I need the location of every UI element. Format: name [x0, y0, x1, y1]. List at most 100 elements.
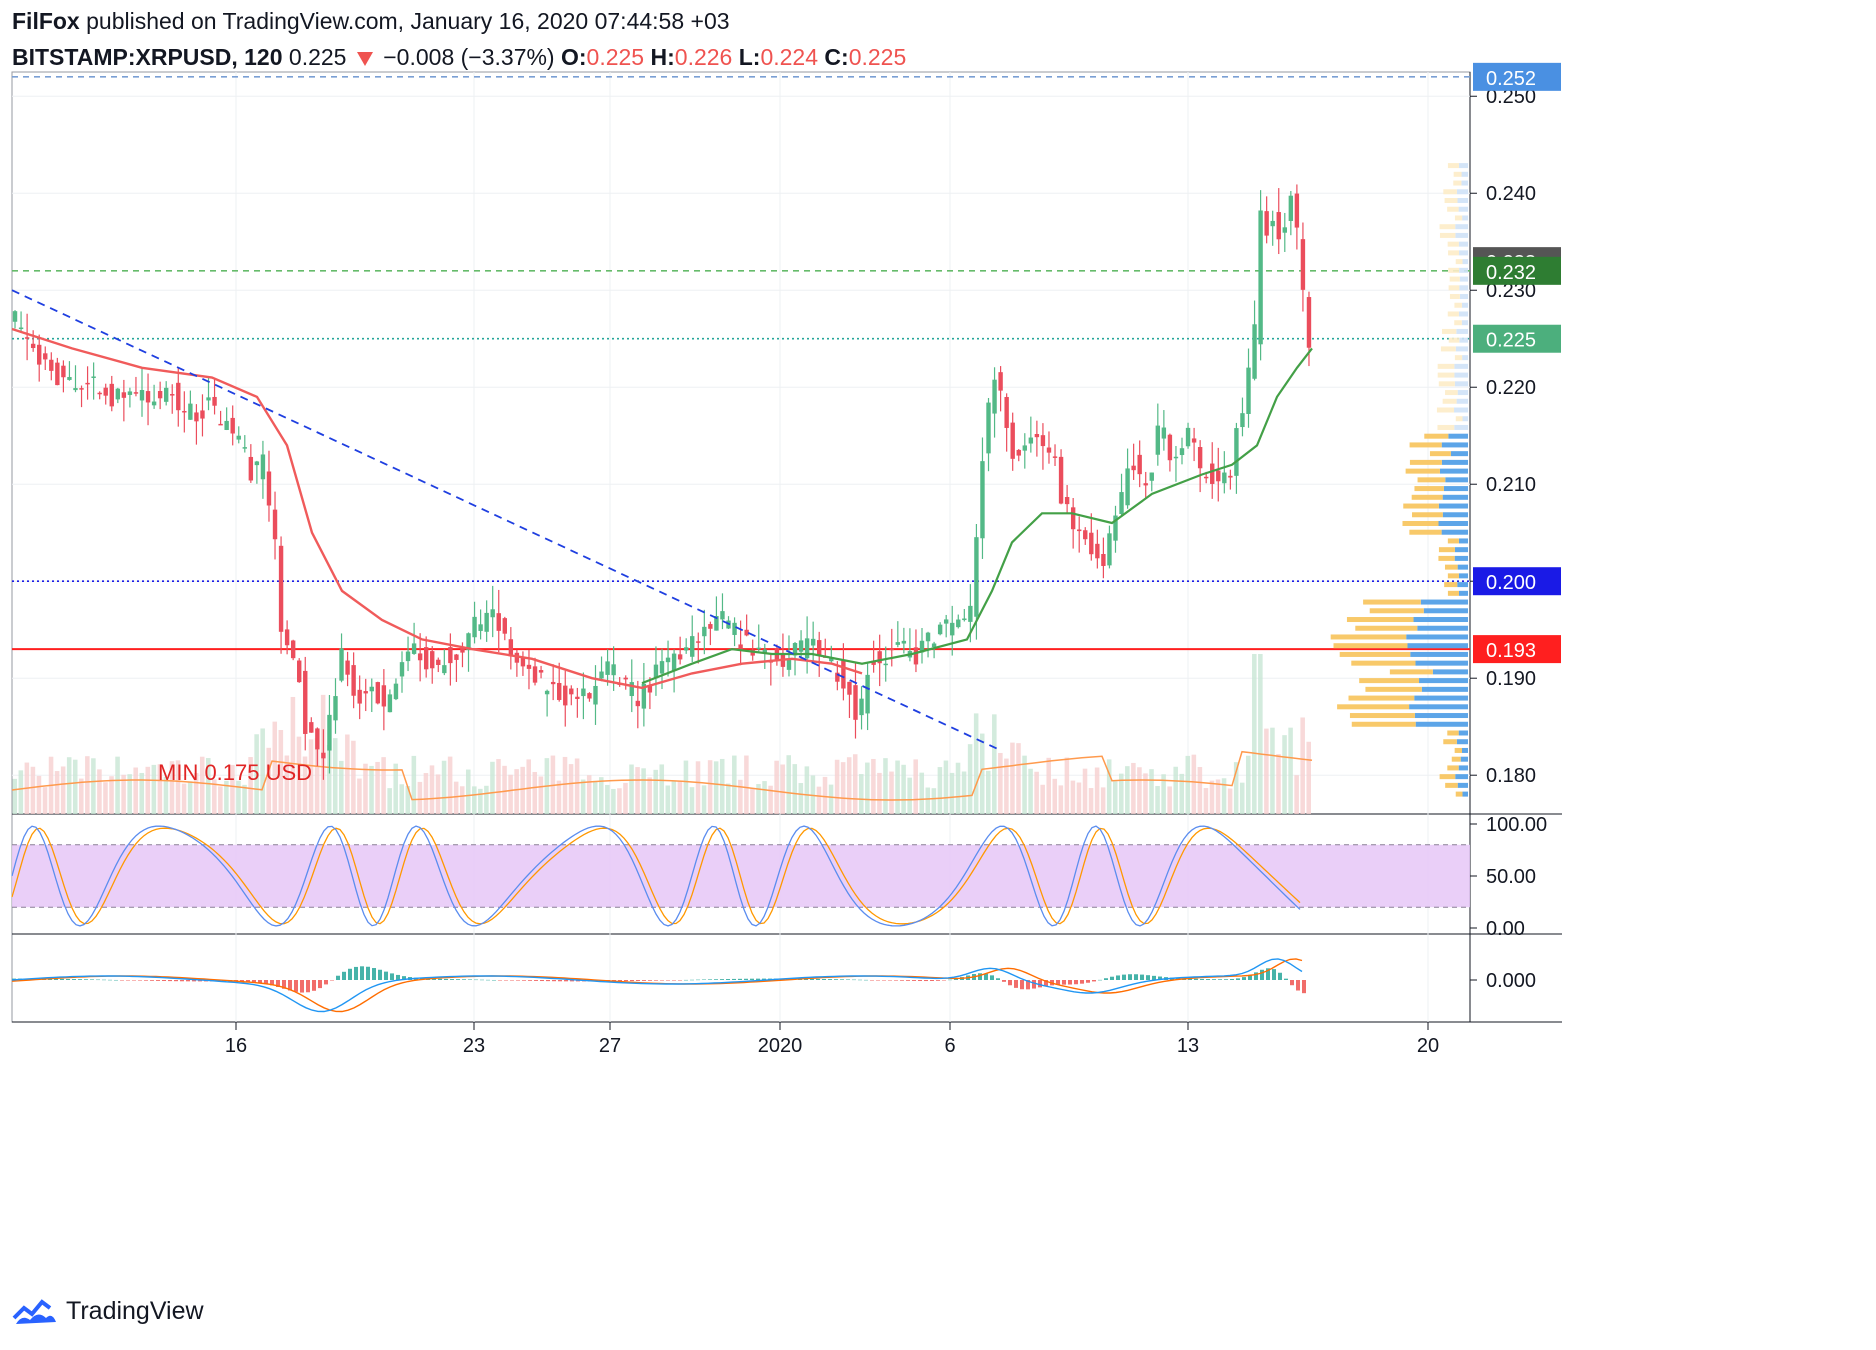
- volume-bar: [1100, 787, 1106, 814]
- volume-profile-down: [1438, 555, 1455, 561]
- volume-bar: [127, 774, 132, 814]
- macd-hist-bar: [480, 979, 484, 981]
- macd-hist-bar: [996, 978, 1000, 980]
- volume-bar: [1022, 755, 1027, 814]
- candle-body: [623, 677, 628, 680]
- volume-profile-up: [1432, 669, 1468, 675]
- volume-bar: [199, 756, 205, 814]
- macd-hist-bar: [1224, 979, 1228, 980]
- macd-hist-bar: [1122, 974, 1126, 980]
- macd-hist-bar: [108, 979, 112, 981]
- volume-bar: [635, 767, 640, 814]
- volume-bar: [695, 761, 701, 814]
- volume-profile-down: [1444, 198, 1458, 204]
- volume-bar: [568, 764, 574, 814]
- macd-hist-bar: [96, 979, 100, 981]
- candle-body: [1228, 475, 1233, 478]
- volume-profile-up: [1413, 617, 1468, 623]
- volume-bar: [574, 758, 580, 814]
- x-tick-label: 23: [463, 1035, 485, 1057]
- macd-hist-bar: [492, 979, 496, 981]
- macd-hist-bar: [558, 980, 562, 982]
- volume-profile-down: [1445, 390, 1458, 396]
- volume-profile-down: [1442, 398, 1457, 404]
- candle-body: [998, 372, 1003, 391]
- volume-profile-down: [1346, 617, 1414, 623]
- volume-bar: [919, 772, 925, 814]
- volume-bar: [1094, 767, 1100, 814]
- candle-body: [224, 420, 229, 430]
- volume-profile-up: [1457, 390, 1468, 396]
- candle-body: [163, 387, 169, 402]
- volume-bar: [441, 760, 447, 814]
- macd-hist-bar: [486, 979, 490, 981]
- candle-body: [690, 636, 695, 657]
- macd-hist-bar: [936, 980, 940, 981]
- candle-body: [327, 714, 332, 751]
- macd-hist-bar: [750, 978, 754, 980]
- volume-bar: [314, 738, 320, 814]
- footer-brand-label: TradingView: [66, 1296, 204, 1325]
- macd-hist-bar: [162, 980, 166, 982]
- volume-bar: [798, 783, 804, 814]
- volume-profile-down: [1447, 573, 1459, 579]
- volume-profile-down: [1405, 468, 1440, 474]
- macd-hist-bar: [810, 978, 814, 980]
- candle-body: [581, 688, 586, 697]
- volume-bar: [1276, 754, 1281, 814]
- macd-hist-bar: [1056, 980, 1060, 985]
- candle-body: [1095, 543, 1100, 559]
- macd-hist-bar: [168, 980, 172, 982]
- volume-bar: [381, 757, 386, 814]
- footer-brand[interactable]: TradingView: [12, 1296, 204, 1326]
- macd-hist-bar: [288, 980, 292, 991]
- candle-body: [212, 396, 217, 406]
- author-name[interactable]: FilFox: [12, 8, 80, 34]
- macd-hist-bar: [1266, 968, 1270, 980]
- macd-hist-bar: [1158, 976, 1162, 980]
- volume-bar: [1300, 717, 1305, 814]
- candle-body: [109, 383, 114, 407]
- macd-hist-bar: [822, 978, 826, 980]
- candle-body: [611, 664, 616, 676]
- price-label: 0.232: [1486, 262, 1536, 284]
- candle-body: [430, 651, 435, 669]
- volume-profile-up: [1455, 346, 1468, 352]
- macd-hist-bar: [852, 979, 856, 981]
- volume-bar: [30, 766, 36, 814]
- macd-hist-bar: [1302, 980, 1306, 994]
- volume-bar: [169, 761, 175, 814]
- macd-hist-bar: [618, 980, 622, 982]
- volume-bar: [109, 776, 114, 814]
- macd-hist-bar: [552, 980, 556, 982]
- volume-bar: [859, 774, 864, 814]
- volume-bar: [1143, 773, 1148, 814]
- macd-hist-bar: [270, 980, 274, 986]
- volume-bar: [363, 763, 368, 814]
- x-tick-label: 13: [1177, 1035, 1199, 1057]
- volume-bar: [605, 784, 610, 814]
- volume-bar: [846, 757, 852, 814]
- volume-profile-down: [1454, 320, 1462, 326]
- candle-body: [1040, 435, 1046, 447]
- volume-bar: [840, 762, 846, 814]
- stoch-tick-label: 0.00: [1486, 918, 1525, 940]
- volume-bar: [79, 778, 84, 814]
- volume-bar: [1245, 755, 1251, 814]
- candle-body: [139, 390, 145, 401]
- volume-bar: [54, 771, 60, 814]
- macd-hist-bar: [840, 979, 844, 980]
- macd-hist-bar: [438, 978, 442, 980]
- symbol-name[interactable]: BITSTAMP:XRPUSD, 120: [12, 44, 283, 70]
- stoch-tick-label: 100.00: [1486, 814, 1547, 836]
- volume-bar: [357, 778, 362, 814]
- volume-bar: [1264, 728, 1269, 814]
- macd-hist-bar: [984, 973, 988, 980]
- candle-body: [230, 417, 235, 434]
- macd-hist-bar: [1194, 978, 1198, 980]
- volume-profile-up: [1454, 424, 1468, 430]
- price-label: 0.200: [1486, 572, 1536, 594]
- macd-hist-bar: [906, 980, 910, 981]
- volume-bar: [998, 752, 1003, 814]
